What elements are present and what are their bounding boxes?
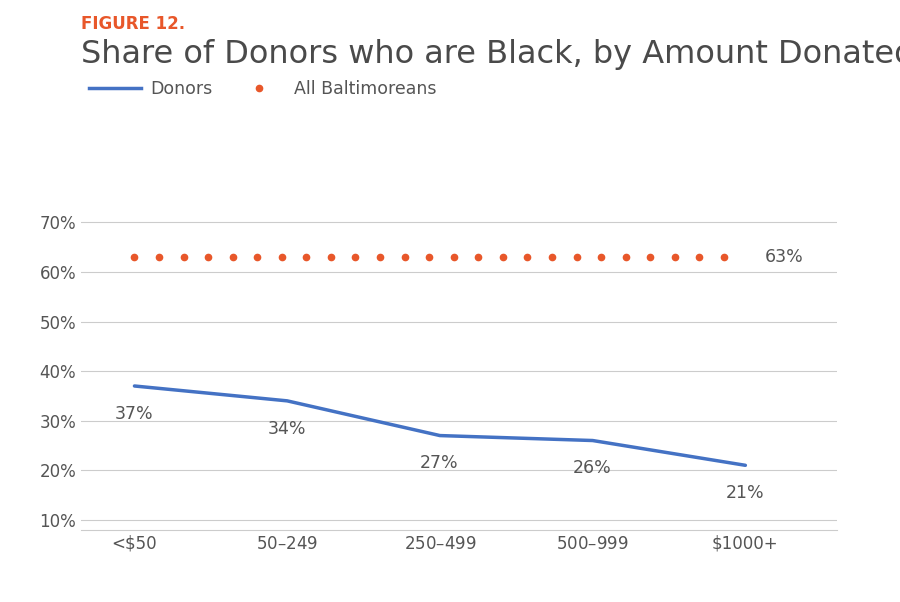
Text: 27%: 27% bbox=[420, 455, 459, 473]
Text: 34%: 34% bbox=[267, 420, 306, 438]
Legend: Donors, All Baltimoreans: Donors, All Baltimoreans bbox=[82, 73, 443, 105]
Text: Share of Donors who are Black, by Amount Donated: Share of Donors who are Black, by Amount… bbox=[81, 39, 900, 70]
Text: 21%: 21% bbox=[725, 484, 764, 502]
Text: 63%: 63% bbox=[765, 248, 804, 266]
Text: 26%: 26% bbox=[572, 459, 611, 477]
Text: FIGURE 12.: FIGURE 12. bbox=[81, 15, 185, 33]
Text: 37%: 37% bbox=[114, 405, 153, 423]
